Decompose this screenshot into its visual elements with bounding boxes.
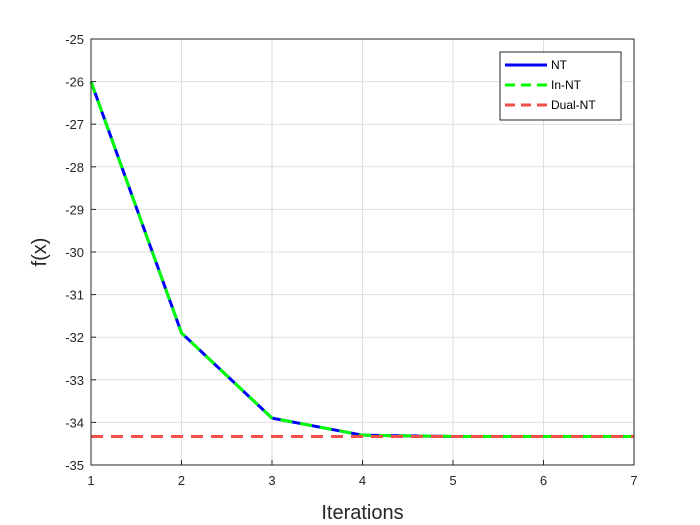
y-tick-label: -27 [65,117,84,132]
x-tick-label: 1 [87,473,94,488]
x-tick-label: 3 [268,473,275,488]
y-tick-label: -25 [65,32,84,47]
y-tick-label: -29 [65,202,84,217]
y-tick-label: -31 [65,288,84,303]
legend: NT In-NT Dual-NT [499,51,622,121]
y-tick-label: -34 [65,415,84,430]
x-tick-label: 7 [630,473,637,488]
y-tick-label: -33 [65,373,84,388]
grid [91,39,634,465]
y-tick-label: -35 [65,458,84,473]
legend-label: NT [551,58,568,72]
legend-label: In-NT [551,78,582,92]
y-tick-label: -30 [65,245,84,260]
x-tick-label: 2 [178,473,185,488]
y-tick-label: -26 [65,75,84,90]
y-axis-label: f(x) [29,238,51,267]
legend-label: Dual-NT [551,98,596,112]
y-tick-label: -32 [65,330,84,345]
legend-box [499,51,622,121]
x-tick-label: 4 [359,473,366,488]
y-tick-label: -28 [65,160,84,175]
x-tick-label: 6 [540,473,547,488]
axis-ticks: 1 2 3 4 5 6 7 -35 -34 -33 -32 -31 -30 -29 -28 -27 -26 -25 [65,32,637,488]
x-axis-label: Iterations [321,502,403,524]
x-tick-label: 5 [449,473,456,488]
series-layer [89,81,634,438]
